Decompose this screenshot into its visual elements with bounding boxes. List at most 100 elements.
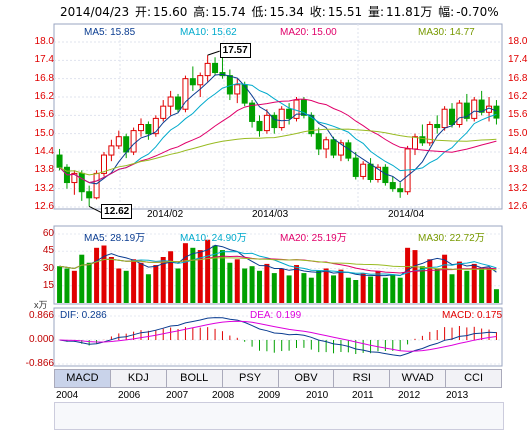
volume-bar: [456, 261, 462, 303]
year-label: 2010: [306, 390, 329, 401]
quote-header: 2014/04/23 开: 15.60 高: 15.74 低: 15.34 收: 15.…: [60, 5, 499, 19]
tab-macd[interactable]: MACD: [54, 369, 111, 388]
dea-line: [59, 320, 497, 352]
price-ma5-legend: MA5: 15.85: [84, 27, 136, 38]
candle-body: [212, 62, 219, 74]
tab-boll[interactable]: BOLL: [166, 369, 223, 388]
volume-bar: [405, 247, 411, 303]
candle-body: [471, 99, 478, 119]
year-label: 2009: [258, 390, 281, 401]
indicator-tabs: MACD KDJ BOLL PSY OBV RSI WVAD CCI: [54, 369, 502, 388]
volume-bar: [138, 262, 144, 303]
price-tick-label: 13.2: [34, 182, 54, 194]
volume-bar: [212, 245, 218, 303]
candle-body: [300, 99, 307, 116]
volume-ma5-line: [59, 244, 497, 277]
time-navigator[interactable]: [54, 402, 504, 430]
high-callout-pointer: [207, 50, 220, 56]
candle-body: [411, 136, 418, 150]
candle-body: [352, 157, 359, 177]
tab-psy[interactable]: PSY: [222, 369, 279, 388]
volume-bar: [123, 270, 129, 303]
volume-bar: [101, 245, 107, 303]
volume-bar: [271, 273, 277, 303]
high-price: 15.74: [211, 5, 246, 19]
volume-bar: [301, 273, 307, 303]
volume-bar: [294, 265, 300, 303]
candle-body: [263, 114, 270, 132]
candle-body: [93, 172, 100, 199]
candle-body: [367, 163, 374, 181]
tab-kdj[interactable]: KDJ: [110, 369, 167, 388]
low-callout: 12.62: [101, 204, 133, 220]
price-tick-label: 14.4: [34, 146, 54, 157]
volume-bar: [308, 277, 314, 303]
volume-bar: [264, 263, 270, 303]
vol-ma30-legend: MA30: 22.72万: [418, 233, 485, 244]
volume-bar: [234, 259, 240, 303]
volume-bar: [434, 268, 440, 303]
price-tick-label: 15.0: [508, 127, 528, 139]
price-tick-label: 13.8: [508, 164, 528, 176]
price-tick-label: 18.0: [34, 36, 54, 47]
tab-wvad[interactable]: WVAD: [390, 369, 447, 388]
change-pct: -0.70%: [456, 5, 499, 19]
volume-bar: [153, 265, 159, 303]
dif-legend: DIF: 0.286: [60, 310, 107, 321]
volume-bar: [464, 270, 470, 303]
volume-bar: [345, 277, 351, 303]
price-ma20-legend: MA20: 15.00: [280, 27, 337, 38]
year-label: 2008: [212, 390, 235, 401]
volume-bar: [227, 262, 233, 303]
macd-tick-label: -0.866: [25, 358, 54, 369]
price-tick-label: 12.6: [508, 201, 528, 212]
candle-body: [204, 62, 211, 77]
candle-body: [256, 120, 263, 132]
price-tick-label: 16.8: [508, 72, 528, 84]
candle-body: [241, 84, 248, 104]
volume-bar: [219, 250, 225, 303]
price-tick-label: 13.2: [508, 182, 528, 194]
macd-tick-label: 0.866: [28, 310, 54, 321]
volume-bar: [131, 259, 137, 303]
candle-body: [56, 154, 63, 168]
tab-rsi[interactable]: RSI: [334, 369, 391, 388]
candle-body: [337, 142, 344, 156]
volume-tick-label: 45: [42, 245, 54, 257]
candle-body: [434, 124, 441, 129]
price-tick-label: 16.8: [34, 72, 54, 84]
volume-tick-label: 30: [42, 262, 54, 274]
volume-bar: [279, 268, 285, 303]
volume-bar: [145, 274, 151, 303]
candle-body: [286, 108, 293, 119]
candle-body: [374, 166, 381, 180]
volume-bar: [286, 275, 292, 303]
year-label: 2012: [398, 390, 421, 401]
candle-body: [145, 124, 152, 135]
price-tick-label: 15.0: [34, 127, 54, 139]
candle-body: [167, 96, 174, 107]
tab-obv[interactable]: OBV: [278, 369, 335, 388]
volume-bar: [382, 277, 388, 303]
volume-unit: x万: [34, 300, 48, 310]
volume-bar: [397, 277, 403, 303]
volume-ma30-line: [59, 257, 497, 271]
low-callout-pointer: [88, 205, 102, 213]
candle-body: [419, 136, 426, 144]
year-label: 2013: [446, 390, 469, 401]
price-tick-label: 15.6: [34, 109, 54, 121]
candle-body: [115, 136, 122, 147]
tab-cci[interactable]: CCI: [446, 369, 502, 388]
year-label: 2004: [56, 390, 79, 401]
volume-bar: [168, 251, 174, 303]
volume-bar: [64, 268, 70, 303]
vol-ma5-legend: MA5: 28.19万: [84, 233, 146, 244]
volume-bar: [116, 268, 122, 303]
volume-bar: [479, 268, 485, 303]
volume-bar: [182, 243, 188, 303]
volume-bar: [331, 275, 337, 303]
macd-panel: [53, 307, 503, 367]
volume-bar: [249, 266, 255, 303]
volume-bar: [108, 257, 114, 303]
